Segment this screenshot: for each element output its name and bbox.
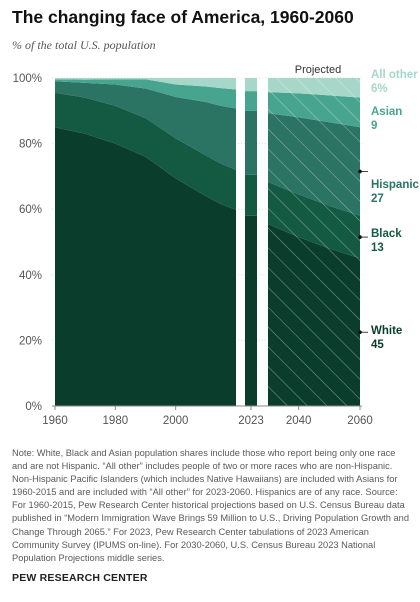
area-hispanic-2023 (245, 110, 257, 175)
x-tick-label: 2023 (238, 415, 264, 427)
source-logo-text: PEW RESEARCH CENTER (12, 572, 148, 584)
end-label-name: Asian (371, 106, 402, 118)
area-asian-historical (55, 79, 236, 109)
end-label-name: White (371, 325, 402, 337)
y-tick-label: 100% (13, 73, 42, 85)
area-asian-2023 (245, 91, 257, 111)
end-label-value: 27 (371, 193, 384, 205)
chart-note: Note: White, Black and Asian population … (12, 448, 410, 563)
x-tick-label: 2060 (347, 415, 373, 427)
area-hispanic-historical (55, 81, 236, 170)
y-tick-label: 60% (19, 204, 42, 216)
area-white-2023 (245, 215, 257, 406)
area-black-historical (55, 92, 236, 210)
chart-subtitle: % of the total U.S. population (12, 38, 156, 52)
area-black-2023 (245, 174, 257, 216)
x-tick-label: 1960 (42, 415, 68, 427)
end-label-value: 9 (371, 120, 377, 132)
end-label-name: Black (371, 228, 402, 240)
projected-label: Projected (295, 64, 341, 76)
y-tick-label: 40% (19, 270, 42, 282)
x-tick-label: 2000 (163, 415, 189, 427)
chart-title: The changing face of America, 1960-2060 (12, 7, 354, 27)
area-white-historical (55, 127, 236, 406)
end-label-name: All other (371, 69, 418, 81)
stacked-area-chart: 0% 20% 40% 60% 80% 100% 1960 1980 2000 2023 2040 20… (13, 64, 420, 427)
y-tick-label: 20% (19, 335, 42, 347)
end-label-value: 13 (371, 242, 384, 254)
y-tick-label: 80% (19, 139, 42, 151)
area-all-other-historical (55, 78, 236, 90)
end-label-value: 45 (371, 339, 384, 351)
end-label-name: Hispanic (371, 179, 420, 191)
x-tick-label: 1980 (103, 415, 129, 427)
x-tick-label: 2040 (286, 415, 312, 427)
projected-hatch (268, 78, 360, 406)
y-tick-label: 0% (25, 401, 42, 413)
area-all-other-2023 (245, 78, 257, 92)
end-label-value: 6% (371, 83, 388, 95)
